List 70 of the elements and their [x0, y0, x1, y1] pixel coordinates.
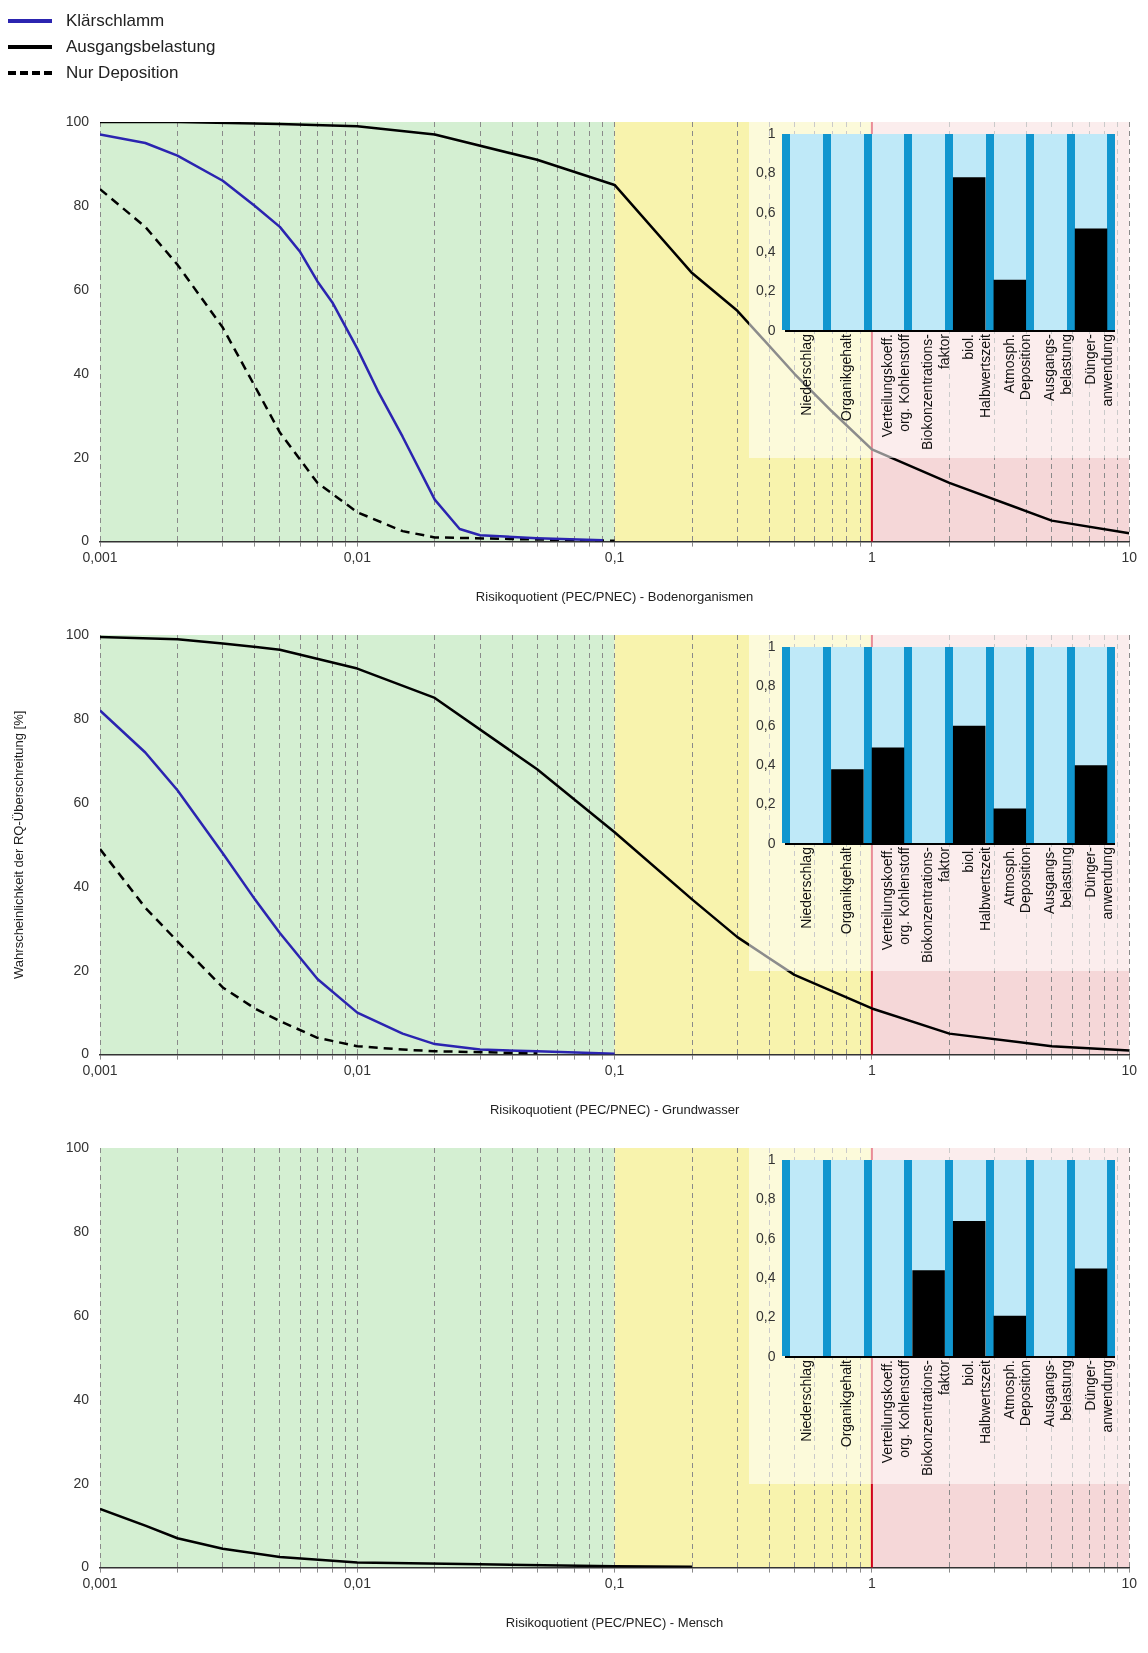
y-tick-label: 40 — [73, 1390, 90, 1407]
y-tick-label: 0 — [81, 532, 90, 549]
y-tick-label: 80 — [73, 1222, 90, 1239]
x-tick-label: Niederschlag — [797, 1360, 814, 1442]
y-tick-label: 60 — [73, 793, 90, 810]
x-tick-label: 10 — [1121, 548, 1138, 565]
y-tick-label: 60 — [73, 280, 90, 297]
y-tick-label: 60 — [73, 1306, 90, 1323]
x-tick-label: Verteilungskoeff. org. Kohlenstoff — [879, 333, 912, 438]
x-tick-label: Niederschlag — [797, 334, 814, 416]
x-tick-label: 1 — [868, 1061, 877, 1078]
y-tick-label: 0,4 — [756, 1269, 776, 1286]
y-tick-label: 0,4 — [756, 243, 776, 260]
x-tick-label: 10 — [1121, 1574, 1138, 1591]
x-tick-label: Niederschlag — [797, 847, 814, 929]
x-tick-label: Ausgangs- belastung — [1041, 333, 1075, 401]
x-tick-label: 0,001 — [82, 1574, 118, 1591]
x-tick-label: 0,001 — [82, 548, 118, 565]
legend-label: Klärschlamm — [66, 11, 165, 31]
y-tick-label: 0,8 — [756, 677, 776, 694]
x-tick-label: Organikgehalt — [838, 1359, 855, 1448]
y-tick-label: 0,2 — [756, 795, 776, 812]
y-tick-label: 20 — [73, 1474, 90, 1491]
x-axis-title: Risikoquotient (PEC/PNEC) - Bodenorganismen — [475, 588, 754, 604]
x-tick-label: 0,01 — [343, 548, 372, 565]
y-tick-label: 0 — [767, 834, 776, 851]
x-tick-label: 0,01 — [343, 1061, 372, 1078]
y-tick-label: 0,2 — [756, 282, 776, 299]
y-tick-label: 20 — [73, 448, 90, 465]
legend-label: Nur Deposition — [66, 63, 179, 83]
y-tick-label: 1 — [767, 1150, 776, 1167]
legend-label: Ausgangsbelastung — [66, 37, 216, 57]
x-axis-title: Risikoquotient (PEC/PNEC) - Mensch — [505, 1614, 724, 1630]
x-tick-label: 1 — [868, 548, 877, 565]
y-tick-label: 40 — [73, 877, 90, 894]
y-tick-label: 0,6 — [756, 203, 776, 220]
y-tick-label: 0,6 — [756, 716, 776, 733]
x-tick-label: Organikgehalt — [838, 846, 855, 935]
y-tick-label: 100 — [65, 1138, 90, 1155]
y-tick-label: 1 — [767, 637, 776, 654]
x-tick-label: 0,1 — [604, 1061, 625, 1078]
x-tick-label: 0,001 — [82, 1061, 118, 1078]
y-tick-label: 40 — [73, 364, 90, 381]
y-tick-label: 100 — [65, 112, 90, 129]
y-tick-label: 0,2 — [756, 1308, 776, 1325]
y-tick-label: 20 — [73, 961, 90, 978]
x-tick-label: Ausgangs- belastung — [1041, 846, 1075, 914]
x-tick-label: 0,01 — [343, 1574, 372, 1591]
y-tick-label: 100 — [65, 625, 90, 642]
y-tick-label: 0,8 — [756, 164, 776, 181]
x-tick-label: Verteilungskoeff. org. Kohlenstoff — [879, 1359, 912, 1464]
y-tick-label: 1 — [767, 124, 776, 141]
y-tick-label: 0 — [81, 1558, 90, 1575]
y-axis-title: Wahrscheinlichkeit der RQ-Überschreitung [%] — [11, 710, 27, 979]
y-tick-label: 80 — [73, 196, 90, 213]
x-tick-label: 0,1 — [604, 1574, 625, 1591]
y-tick-label: 0 — [81, 1045, 90, 1062]
x-tick-label: 0,1 — [604, 548, 625, 565]
y-tick-label: 0 — [767, 1347, 776, 1364]
y-tick-label: 0,8 — [756, 1190, 776, 1207]
x-tick-label: Organikgehalt — [838, 333, 855, 422]
x-tick-label: 10 — [1121, 1061, 1138, 1078]
y-tick-label: 0,4 — [756, 756, 776, 773]
y-tick-label: 0 — [767, 321, 776, 338]
x-tick-label: 1 — [868, 1574, 877, 1591]
y-tick-label: 80 — [73, 709, 90, 726]
x-tick-label: Ausgangs- belastung — [1041, 1359, 1075, 1427]
x-axis-title: Risikoquotient (PEC/PNEC) - Grundwasser — [489, 1101, 740, 1117]
x-tick-label: Verteilungskoeff. org. Kohlenstoff — [879, 846, 912, 951]
y-tick-label: 0,6 — [756, 1229, 776, 1246]
